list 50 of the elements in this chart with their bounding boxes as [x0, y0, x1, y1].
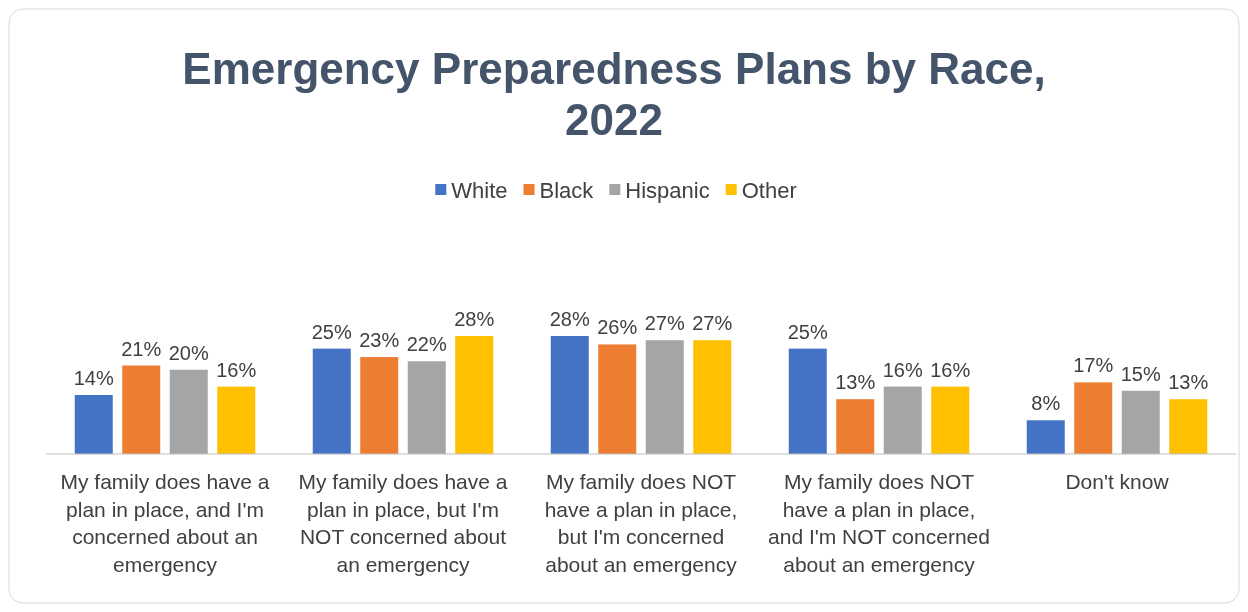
x-tick-label: My family does have a plan in place, and I'm concerned about an emergency [60, 470, 270, 576]
bar [788, 348, 827, 454]
bar [1169, 399, 1208, 454]
data-label: 16% [930, 358, 971, 381]
legend-label: Black [539, 178, 595, 203]
data-label: 15% [1120, 362, 1161, 385]
x-tick-label: My family does have a plan in place, but I'm NOT concerned about an emergency [298, 470, 508, 576]
chart-title: Emergency Preparedness Plans by Race, 2022 [182, 44, 1046, 144]
data-label: 25% [787, 320, 828, 343]
data-label: 27% [692, 312, 733, 335]
legend-label: Other [741, 178, 797, 203]
bar [836, 399, 875, 454]
data-label: 28% [454, 308, 495, 330]
data-label: 16% [216, 358, 257, 381]
x-tick-label: My family does NOT have a plan in place, but I'm concerned about an emergency [544, 470, 738, 576]
legend-label: White [451, 178, 508, 203]
bar [407, 361, 446, 454]
data-label: 13% [1168, 371, 1209, 394]
bar [693, 340, 732, 454]
bar [455, 336, 494, 454]
bar [217, 386, 256, 454]
bar [360, 357, 399, 454]
data-label: 20% [168, 341, 209, 364]
bar [1121, 390, 1160, 454]
x-tick-label: My family does NOT have a plan in place, and I'm NOT concerned about an emergency [768, 470, 990, 576]
data-label: 21% [121, 337, 162, 360]
bar [1074, 382, 1113, 454]
data-label: 28% [549, 308, 590, 330]
data-label: 27% [644, 312, 685, 335]
data-label: 17% [1073, 354, 1114, 377]
bar [122, 365, 161, 454]
bar [74, 395, 113, 454]
legend-label: Hispanic [625, 178, 710, 203]
data-label: 8% [1031, 392, 1061, 415]
data-label: 13% [835, 371, 876, 394]
bar [1026, 420, 1065, 454]
data-label: 16% [882, 358, 923, 381]
data-label: 25% [311, 320, 352, 343]
data-label: 23% [359, 329, 400, 352]
bar [550, 336, 589, 454]
data-label: 26% [597, 316, 638, 339]
data-label: 22% [406, 333, 447, 356]
bar [645, 340, 684, 454]
bar [598, 344, 637, 454]
bar [931, 386, 970, 454]
bar [169, 369, 208, 454]
x-tick-label: Don't know [1065, 470, 1170, 493]
data-label: 14% [73, 367, 114, 389]
bar [312, 348, 351, 454]
bar [883, 386, 922, 454]
